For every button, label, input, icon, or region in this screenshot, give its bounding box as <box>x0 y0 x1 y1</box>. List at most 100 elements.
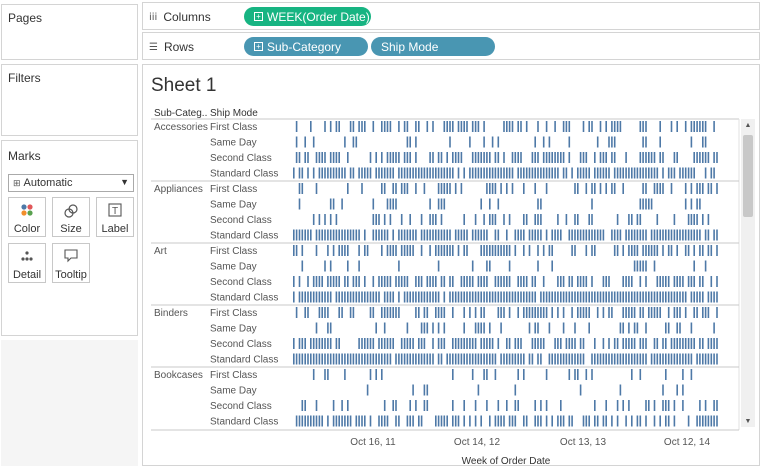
gantt-bar[interactable] <box>548 353 551 365</box>
gantt-bar[interactable] <box>534 229 536 241</box>
gantt-bar[interactable] <box>386 167 389 179</box>
filters-pane[interactable]: Filters <box>1 64 138 136</box>
gantt-bar[interactable] <box>702 183 704 194</box>
gantt-bar[interactable] <box>687 229 690 241</box>
gantt-bar[interactable] <box>693 276 695 287</box>
gantt-bar[interactable] <box>542 167 545 179</box>
gantt-bar[interactable] <box>295 307 298 318</box>
gantt-bar[interactable] <box>420 167 423 179</box>
gantt-bar[interactable] <box>520 291 522 303</box>
gantt-bar[interactable] <box>489 214 491 225</box>
gantt-bar[interactable] <box>503 291 505 303</box>
gantt-bar[interactable] <box>347 400 349 411</box>
gantt-bar[interactable] <box>446 183 448 194</box>
gantt-bar[interactable] <box>568 353 571 365</box>
ship-mode-label[interactable]: Standard Class <box>210 293 278 304</box>
gantt-bar[interactable] <box>338 307 340 318</box>
gantt-bar[interactable] <box>679 276 681 287</box>
gantt-bar[interactable] <box>568 136 571 148</box>
gantt-bar[interactable] <box>702 338 704 349</box>
gantt-bar[interactable] <box>321 152 323 163</box>
gantt-bar[interactable] <box>338 229 340 241</box>
gantt-bar[interactable] <box>520 167 522 179</box>
gantt-bar[interactable] <box>582 307 585 318</box>
gantt-bar[interactable] <box>565 291 568 303</box>
gantt-bar[interactable] <box>375 214 377 225</box>
gantt-bar[interactable] <box>608 307 610 318</box>
gantt-bar[interactable] <box>494 167 497 179</box>
gantt-bar[interactable] <box>684 121 687 132</box>
gantt-bar[interactable] <box>707 307 710 318</box>
gantt-bar[interactable] <box>662 167 664 179</box>
gantt-bar[interactable] <box>358 167 360 179</box>
gantt-bar[interactable] <box>324 353 326 365</box>
gantt-bar[interactable] <box>639 152 642 163</box>
ship-mode-label[interactable]: First Class <box>210 184 257 195</box>
gantt-bar[interactable] <box>361 415 363 427</box>
gantt-bar[interactable] <box>662 338 664 349</box>
gantt-bar[interactable] <box>673 400 676 411</box>
gantt-bar[interactable] <box>608 136 610 148</box>
gantt-bar[interactable] <box>327 415 329 427</box>
gantt-bar[interactable] <box>293 167 295 179</box>
gantt-bar[interactable] <box>398 291 400 303</box>
ship-mode-label[interactable]: Second Class <box>210 277 272 288</box>
gantt-bar[interactable] <box>659 307 661 318</box>
gantt-bar[interactable] <box>628 307 630 318</box>
gantt-bar[interactable] <box>511 167 514 179</box>
gantt-bar[interactable] <box>449 229 451 241</box>
gantt-bar[interactable] <box>329 322 332 334</box>
gantt-bar[interactable] <box>335 167 338 179</box>
gantt-bar[interactable] <box>619 353 622 365</box>
gantt-bar[interactable] <box>525 214 528 225</box>
gantt-bar[interactable] <box>386 198 389 210</box>
gantt-bar[interactable] <box>383 121 386 132</box>
gantt-bar[interactable] <box>324 338 326 349</box>
gantt-bar[interactable] <box>418 415 420 427</box>
gantt-bar[interactable] <box>443 183 446 194</box>
gantt-bar[interactable] <box>349 121 352 132</box>
gantt-bar[interactable] <box>645 167 647 179</box>
gantt-bar[interactable] <box>670 245 673 256</box>
gantt-bar[interactable] <box>406 338 409 349</box>
gantt-bar[interactable] <box>301 167 304 179</box>
gantt-bar[interactable] <box>489 152 491 163</box>
scroll-up-icon[interactable]: ▲ <box>745 122 752 129</box>
gantt-bar[interactable] <box>656 214 659 225</box>
gantt-bar[interactable] <box>454 152 457 163</box>
gantt-bar[interactable] <box>389 121 392 132</box>
gantt-bar[interactable] <box>676 338 678 349</box>
gantt-bar[interactable] <box>534 214 536 225</box>
gantt-bar[interactable] <box>568 276 571 287</box>
gantt-bar[interactable] <box>591 369 593 380</box>
gantt-bar[interactable] <box>679 322 681 334</box>
gantt-bar[interactable] <box>613 121 616 132</box>
sub-category-label[interactable]: Accessories <box>154 122 208 133</box>
gantt-bar[interactable] <box>571 167 573 179</box>
gantt-bar[interactable] <box>463 121 465 132</box>
gantt-bar[interactable] <box>352 291 355 303</box>
gantt-bar[interactable] <box>443 121 446 132</box>
gantt-bar[interactable] <box>392 229 394 241</box>
gantt-bar[interactable] <box>574 245 576 256</box>
gantt-bar[interactable] <box>295 229 298 241</box>
gantt-bar[interactable] <box>375 369 377 380</box>
gantt-bar[interactable] <box>383 322 386 334</box>
gantt-bar[interactable] <box>579 229 582 241</box>
gantt-bar[interactable] <box>540 307 542 318</box>
gantt-bar[interactable] <box>295 415 298 427</box>
gantt-bar[interactable] <box>594 167 596 179</box>
gantt-bar[interactable] <box>537 322 539 334</box>
gantt-bar[interactable] <box>386 307 389 318</box>
gantt-bar[interactable] <box>585 415 588 427</box>
gantt-bar[interactable] <box>611 183 613 194</box>
gantt-bar[interactable] <box>551 229 553 241</box>
ship-mode-label[interactable]: First Class <box>210 122 257 133</box>
gantt-bar[interactable] <box>625 353 627 365</box>
gantt-bar[interactable] <box>702 214 704 225</box>
gantt-bar[interactable] <box>298 229 301 241</box>
gantt-bar[interactable] <box>415 400 417 411</box>
gantt-bar[interactable] <box>662 353 664 365</box>
gantt-bar[interactable] <box>369 369 372 380</box>
gantt-bar[interactable] <box>508 167 511 179</box>
